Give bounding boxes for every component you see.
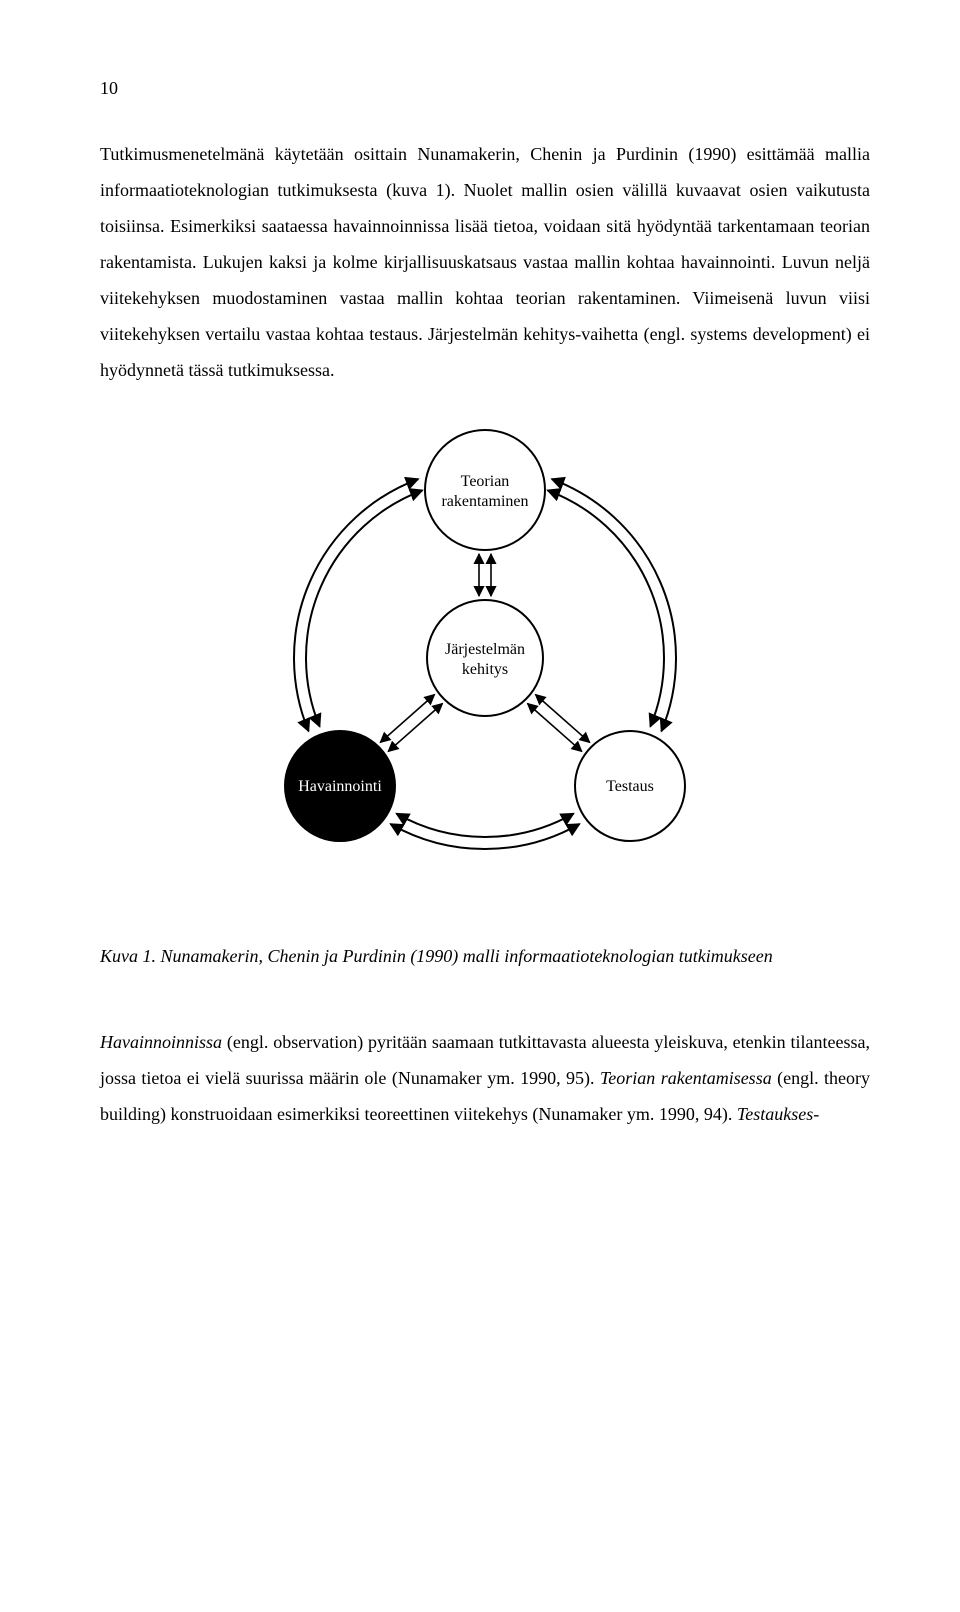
figure-caption: Kuva 1. Nunamakerin, Chenin ja Purdinin … bbox=[100, 938, 870, 974]
paragraph-1: Tutkimusmenetelmänä käytetään osittain N… bbox=[100, 136, 870, 388]
svg-text:rakentaminen: rakentaminen bbox=[441, 493, 528, 510]
term-havainnoinnissa: Havainnoinnissa bbox=[100, 1032, 222, 1052]
diagram-svg: Teorian rakentaminen Järjestelmän kehitys Ha… bbox=[255, 428, 715, 888]
page-number: 10 bbox=[100, 70, 870, 106]
svg-text:kehitys: kehitys bbox=[462, 661, 508, 678]
svg-text:Testaus: Testaus bbox=[606, 778, 654, 795]
term-testaukses: Testaukses- bbox=[737, 1104, 819, 1124]
term-teorian-rakentamisessa: Teorian rakentamisessa bbox=[600, 1068, 772, 1088]
paragraph-2: Havainnoinnissa (engl. observation) pyri… bbox=[100, 1024, 870, 1132]
research-model-diagram: Teorian rakentaminen Järjestelmän kehitys Ha… bbox=[100, 428, 870, 888]
svg-text:Järjestelmän: Järjestelmän bbox=[445, 641, 525, 658]
svg-text:Havainnointi: Havainnointi bbox=[298, 778, 382, 795]
svg-text:Teorian: Teorian bbox=[461, 473, 510, 490]
